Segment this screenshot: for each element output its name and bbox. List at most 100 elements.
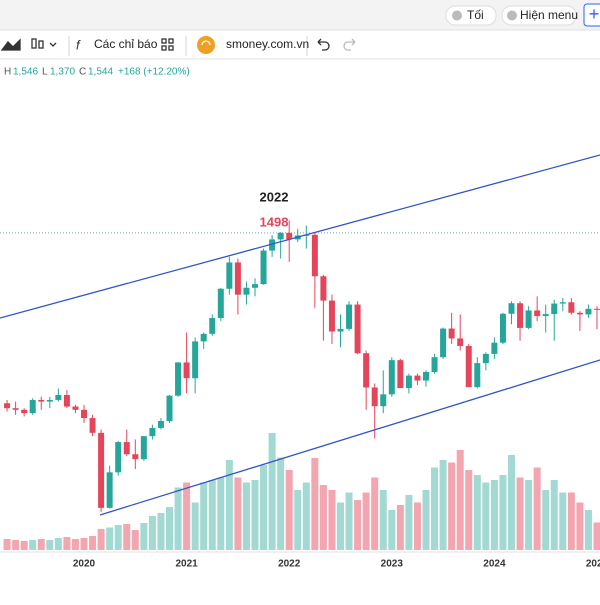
volume-bar	[423, 490, 430, 550]
candle-body	[235, 262, 241, 294]
volume-bar	[277, 458, 284, 551]
volume-bar	[542, 490, 549, 550]
volume-bar	[192, 503, 199, 551]
candle-body	[312, 235, 318, 276]
svg-text:+: +	[589, 4, 600, 24]
candle-body	[243, 288, 249, 295]
c-value: 1,544	[88, 67, 113, 78]
peak-label: 1498	[260, 214, 289, 229]
redo[interactable]	[344, 39, 355, 50]
candle-body	[192, 341, 198, 378]
volume-bar	[269, 433, 276, 550]
brand-text: smoney.com.vn	[226, 37, 309, 51]
volume-bar	[89, 536, 96, 550]
volume-bar	[175, 488, 182, 551]
volume-bar	[55, 538, 62, 550]
volume-bar	[346, 493, 353, 551]
candle-body	[55, 395, 61, 400]
volume-bar	[311, 458, 318, 550]
volume-bar	[448, 463, 455, 551]
volume-bar	[465, 470, 472, 550]
volume-bar	[363, 493, 370, 551]
x-tick-label: 2024	[483, 559, 506, 570]
candle-body	[423, 372, 429, 381]
candle-body	[30, 400, 36, 413]
candle-body	[21, 410, 27, 413]
candle-body	[500, 314, 506, 343]
change: +168 (+12.20%)	[118, 67, 190, 78]
volume-bar	[397, 505, 404, 550]
candle-body	[560, 302, 566, 303]
candle-body	[509, 303, 515, 314]
x-tick-label: 2025	[586, 559, 600, 570]
volume-bar	[157, 513, 164, 550]
volume-bar	[140, 523, 147, 550]
area-icon[interactable]	[2, 40, 20, 50]
candle-body	[491, 343, 497, 354]
candle-body	[209, 318, 215, 334]
volume-bar	[29, 540, 36, 550]
volume-bar	[585, 510, 592, 550]
candle-body	[338, 329, 344, 332]
menu-toggle[interactable]: Hiện menu	[502, 6, 578, 25]
candle-body	[414, 376, 420, 381]
candle-body	[252, 284, 258, 288]
undo[interactable]	[318, 39, 329, 50]
volume-bar	[183, 483, 190, 551]
candle-body	[90, 418, 96, 433]
candle-body	[64, 395, 70, 407]
volume-bar	[491, 480, 498, 550]
indicators-button[interactable]: Các chỉ báo	[94, 37, 158, 51]
candle-body	[98, 433, 104, 508]
svg-text:f: f	[76, 37, 81, 52]
candle-body	[47, 400, 53, 402]
menu-label: Hiện menu	[520, 8, 578, 22]
candle-body	[568, 302, 574, 313]
candle-body	[432, 357, 438, 372]
layouts-icon[interactable]	[162, 39, 173, 50]
volume-bar	[440, 460, 447, 550]
add-button[interactable]: +	[584, 4, 600, 26]
candle-body	[440, 329, 446, 358]
candle-body	[261, 251, 267, 285]
chart: 1498202020212022202320242025	[0, 214, 600, 569]
volume-bar	[243, 483, 250, 551]
candle-body	[594, 309, 600, 310]
volume-bar	[217, 478, 224, 551]
volume-bar	[166, 507, 173, 550]
volume-bar	[149, 516, 156, 550]
candle-icon[interactable]	[32, 39, 36, 48]
candle-body	[81, 410, 87, 418]
volume-bar	[551, 480, 558, 550]
dropdown[interactable]	[50, 43, 56, 46]
volume-bar	[123, 524, 130, 550]
volume-bar	[474, 475, 481, 550]
volume-bar	[337, 503, 344, 551]
volume-bar	[106, 528, 113, 551]
candle-body	[389, 360, 395, 394]
volume-bar	[200, 483, 207, 551]
volume-bar	[371, 478, 378, 551]
candle-body	[13, 408, 19, 410]
candle-body	[534, 310, 540, 316]
h-value: 1,546	[13, 67, 38, 78]
candle-body	[449, 329, 455, 339]
candle-body	[585, 309, 591, 315]
volume-bar	[4, 539, 11, 550]
candle-body	[167, 396, 173, 421]
volume-bar	[12, 540, 19, 550]
annotation-year: 2022	[260, 189, 289, 204]
volume-bar	[81, 538, 88, 550]
candle-body	[320, 276, 326, 300]
candle-body	[372, 387, 378, 406]
candle-body	[72, 407, 78, 410]
dark-toggle[interactable]: Tối	[446, 6, 496, 25]
l-label: L	[42, 67, 48, 78]
volume-bar	[568, 493, 575, 551]
candle-body	[175, 362, 181, 395]
volume-bar	[457, 450, 464, 550]
volume-bar	[594, 523, 600, 551]
volume-bar	[431, 468, 438, 551]
